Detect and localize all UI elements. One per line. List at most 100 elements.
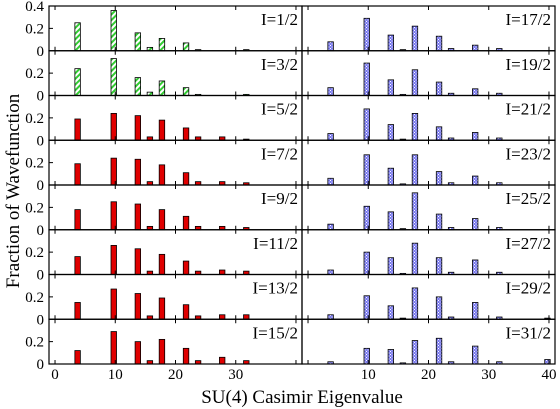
bar (387, 79, 395, 96)
panel: I=13/2 (48, 273, 303, 320)
y-tick-label: 0.2 (25, 290, 44, 306)
bar (182, 347, 190, 365)
y-tick-label: 0 (37, 312, 45, 328)
bar (158, 38, 166, 52)
y-tick-label: 0.2 (25, 156, 44, 172)
bar (472, 218, 479, 231)
x-tick-label: 20 (168, 367, 183, 383)
bar (219, 269, 226, 275)
bar (435, 257, 443, 275)
panel: I=7/2 (48, 139, 303, 186)
y-tick-label: 0.2 (25, 66, 44, 82)
y-tick-label: 0.2 (25, 335, 44, 351)
y-axis-label: Fraction of Wavefunction (3, 93, 24, 288)
y-tick-labels: 0 0.2 0.4 0 0.2 0 0.2 0 0.2 0 0.2 0 0.2 0 0.2 0 0.2 (25, 0, 44, 373)
panel: I=3/2 (48, 50, 303, 97)
bar (110, 288, 117, 320)
bar (472, 259, 479, 275)
bar (363, 17, 370, 52)
bar (219, 314, 226, 320)
bar (74, 256, 81, 275)
panel: I=29/2 (301, 273, 556, 320)
bar (387, 124, 395, 141)
bar (110, 113, 117, 141)
panel: I=1/2 (48, 5, 303, 52)
x-tick-labels: 0 10 10 20 20 30 30 40 (51, 367, 556, 383)
panel: I=25/2 (301, 184, 556, 231)
bar (219, 356, 226, 365)
x-tick-label: 30 (481, 367, 496, 383)
bar (327, 87, 334, 96)
panel-label: I=11/2 (253, 234, 298, 253)
bar (74, 209, 81, 231)
panel-label: I=17/2 (506, 10, 551, 29)
panel-label: I=19/2 (506, 55, 551, 74)
bar (472, 175, 479, 186)
bar (134, 293, 142, 320)
bar (158, 253, 166, 275)
bar (363, 108, 370, 141)
y-tick-label: 0.2 (25, 21, 44, 37)
bar (182, 304, 190, 320)
bar (182, 42, 190, 52)
bar (182, 87, 190, 96)
bar (387, 257, 395, 275)
bar (243, 314, 250, 320)
bar (158, 338, 166, 365)
bar (327, 133, 334, 141)
bar (472, 88, 479, 96)
bar (134, 32, 142, 52)
y-tick-label: 0 (37, 133, 45, 149)
x-tick-label: 40 (541, 367, 556, 383)
panel-label: I=7/2 (261, 144, 298, 163)
y-tick-label: 0 (37, 178, 45, 194)
bar (158, 119, 166, 141)
x-tick-label: 0 (51, 367, 59, 383)
bar (411, 69, 419, 96)
bar (387, 349, 395, 365)
bar (74, 118, 81, 141)
y-tick-label: 0 (37, 223, 45, 239)
bar (158, 164, 166, 186)
panel: I=31/2 (301, 318, 556, 365)
x-tick-label: 10 (108, 367, 123, 383)
bar (74, 163, 81, 186)
panel: I=17/2 (301, 5, 556, 52)
bar (363, 154, 370, 186)
panel-label: I=3/2 (261, 55, 298, 74)
bar (158, 297, 166, 320)
bar (411, 154, 419, 186)
y-tick-label: 0.2 (25, 111, 44, 127)
bar (327, 177, 334, 186)
bar (327, 223, 334, 231)
y-tick-label: 0.2 (25, 200, 44, 216)
panel-label: I=21/2 (506, 100, 551, 119)
panel-label: I=1/2 (261, 10, 298, 29)
bar (74, 302, 81, 320)
panel: I=19/2 (301, 50, 556, 97)
bar (110, 245, 117, 275)
bar (435, 213, 443, 231)
x-tick-label: 20 (421, 367, 436, 383)
y-tick-label: 0.4 (25, 0, 44, 15)
bar (472, 302, 479, 320)
bar (74, 22, 81, 52)
y-tick-label: 0 (37, 89, 45, 105)
bar (134, 115, 142, 141)
bar (435, 337, 443, 365)
y-tick-label: 0 (37, 268, 45, 284)
bar (134, 203, 142, 231)
bar (182, 127, 190, 141)
y-tick-label: 0.2 (25, 245, 44, 261)
bar (134, 77, 142, 96)
x-tick-label: 30 (228, 367, 243, 383)
bar (110, 10, 117, 52)
bar (411, 340, 419, 365)
panels-group: I=1/2 I=3/2 I=5/2 I=7/2 I=9/2 I=11/2 I=13/2 I=1… (48, 5, 556, 365)
x-tick-label: 10 (361, 367, 376, 383)
panel-label: I=25/2 (506, 189, 551, 208)
panel: I=15/2 (48, 318, 303, 365)
panel: I=9/2 (48, 184, 303, 231)
panel: I=23/2 (301, 139, 556, 186)
